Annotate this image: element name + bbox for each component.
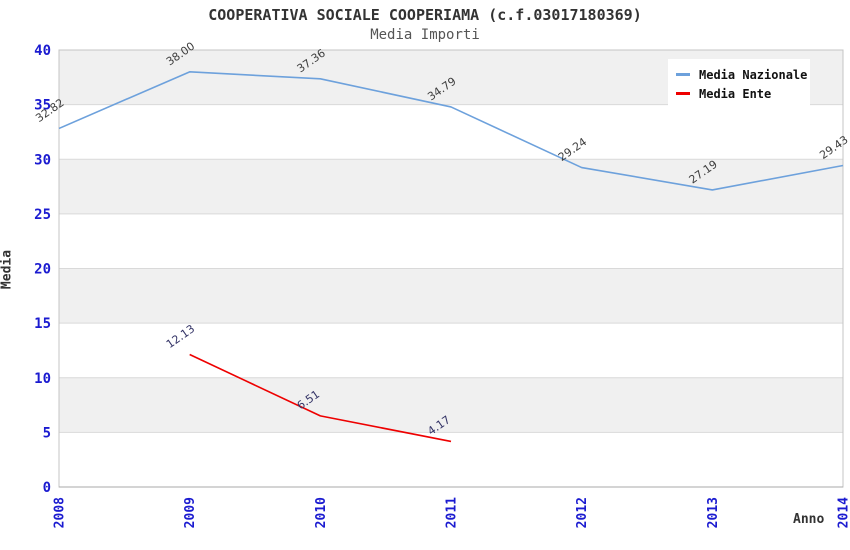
y-axis-title: Media [0, 249, 15, 290]
y-tick-label: 30 [34, 152, 51, 168]
y-tick-label: 0 [43, 480, 51, 496]
legend-item-media-ente: Media Ente [676, 84, 804, 103]
x-tick-label: 2014 [837, 497, 850, 528]
plot-band [59, 268, 843, 324]
x-tick-label: 2011 [445, 497, 460, 528]
series-line-media-nazionale [58, 71, 844, 191]
legend-label-media-ente: Media Ente [699, 86, 772, 101]
legend-item-media-nazionale: Media Nazionale [676, 65, 808, 84]
legend-label-media-nazionale: Media Nazionale [699, 67, 808, 82]
y-tick-label: 5 [43, 425, 51, 441]
legend-box: Media Nazionale Media Ente [668, 59, 810, 108]
plot-band [59, 213, 843, 269]
y-tick-label: 20 [34, 262, 51, 278]
chart-title: COOPERATIVA SOCIALE COOPERIAMA (c.f.0301… [208, 6, 642, 24]
x-tick-label: 2009 [183, 497, 198, 528]
x-tick-label: 2013 [706, 497, 721, 528]
y-tick-label: 40 [34, 43, 51, 59]
y-tick-label: 10 [34, 371, 51, 387]
x-tick-label: 2008 [53, 497, 68, 528]
series-line-media-ente [189, 353, 452, 443]
plot-band [59, 323, 843, 378]
y-tick-label: 25 [34, 207, 51, 223]
chart-subtitle: Media Importi [370, 27, 480, 43]
plot-band [59, 159, 843, 214]
x-axis-title: Anno [793, 512, 825, 527]
plot-band [59, 377, 843, 433]
legend-swatch-media-nazionale [676, 73, 690, 76]
plot-band [59, 104, 843, 160]
x-tick-label: 2012 [575, 497, 590, 528]
legend-swatch-media-ente [676, 92, 690, 95]
x-tick-label: 2010 [314, 497, 329, 528]
plot-band [59, 432, 843, 487]
y-tick-label: 15 [34, 316, 51, 332]
y-tick-label: 35 [34, 98, 51, 114]
